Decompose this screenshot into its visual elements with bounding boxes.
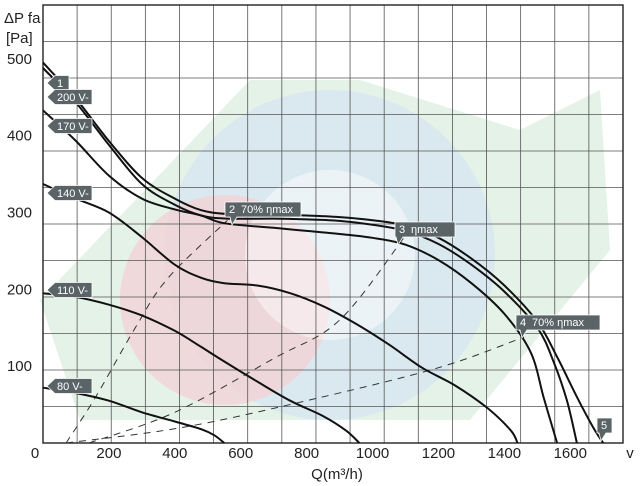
y-tick-label: 300 <box>7 204 32 221</box>
fan-curve-5 <box>42 292 361 444</box>
point-tag-5-shape <box>596 417 613 443</box>
y-tick-label: 500 <box>7 51 32 68</box>
fan-curve-1 <box>42 61 605 444</box>
x-tick-label: 200 <box>96 445 121 462</box>
efficiency-line-1 <box>65 219 228 444</box>
point-tag-2-label: 70% ηmax <box>241 204 293 216</box>
efficiency-lines <box>65 219 525 444</box>
tag-140v-label: 140 V- <box>57 188 89 200</box>
y-axis-unit: [Pa] <box>6 30 33 47</box>
watermark-red-circle <box>120 195 330 405</box>
y-tick-label: 100 <box>7 358 32 375</box>
watermark-logo <box>40 80 610 420</box>
x-axis-end-label: v <box>626 445 634 462</box>
x-tick-label: 400 <box>162 445 187 462</box>
tag-200v-label: 200 V- <box>57 92 89 104</box>
x-tick-label: 0 <box>31 445 39 462</box>
watermark-inner-circle <box>245 170 415 340</box>
tag-170v-shape <box>46 118 93 134</box>
x-tick-label: 1400 <box>488 445 521 462</box>
plot-frame <box>42 4 624 444</box>
fan-curves <box>42 61 605 444</box>
y-axis-label: ΔP fa <box>4 10 41 27</box>
x-axis-label: Q(m³/h) <box>311 466 363 483</box>
point-tag-4-number: 4 <box>520 317 526 329</box>
tag-200v-shape <box>46 89 93 105</box>
tag-1-label: 1 <box>57 78 63 90</box>
efficiency-line-3 <box>66 336 525 444</box>
tag-110v-label: 110 V- <box>57 285 88 297</box>
point-tag-3-number: 3 <box>399 224 405 236</box>
curve-tags: 1 200 V- 170 V- 140 V- 110 V- 80 V- 2 70% ηmax 3… <box>46 75 613 443</box>
tag-140v-shape <box>46 185 93 201</box>
fan-curve-3 <box>42 109 559 444</box>
x-tick-label: 800 <box>294 445 319 462</box>
tag-1-shape <box>46 75 70 91</box>
point-tag-5-number: 5 <box>601 420 607 432</box>
y-tick-label: 400 <box>7 128 32 145</box>
y-tick-label: 200 <box>7 281 32 298</box>
grid <box>42 4 624 444</box>
tag-110v-shape <box>46 282 93 298</box>
tag-80v-shape <box>46 378 93 394</box>
tag-170v-label: 170 V- <box>57 121 89 133</box>
x-tick-label: 600 <box>228 445 253 462</box>
axis-ticks: 0 200 400 600 800 1000 1200 1400 1600 100 200 300 40… <box>7 51 587 462</box>
x-tick-label: 1000 <box>356 445 389 462</box>
x-tick-label: 1200 <box>422 445 455 462</box>
point-tag-4-shape <box>515 314 601 340</box>
x-tick-label: 1600 <box>554 445 587 462</box>
tag-80v-label: 80 V- <box>57 381 83 393</box>
point-tag-4-label: 70% ηmax <box>532 317 584 329</box>
fan-curve-4 <box>42 183 519 444</box>
point-tag-3-label: ηmax <box>411 224 438 236</box>
point-tag-2-number: 2 <box>229 204 235 216</box>
point-tag-2-shape <box>224 201 302 227</box>
point-tag-3-shape <box>394 221 456 247</box>
